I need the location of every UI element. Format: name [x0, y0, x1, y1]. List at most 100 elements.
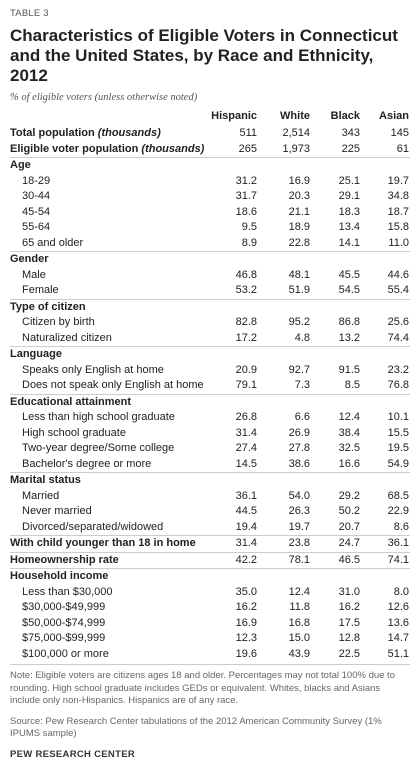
cell-black: 24.7	[338, 537, 360, 549]
table-row: Less than high school graduate 26.8 6.6 12.…	[10, 410, 410, 426]
cell-white: 1,973	[282, 142, 310, 155]
cell-white: 12.4	[288, 585, 310, 598]
row-label-text: Homeownership rate	[10, 553, 119, 566]
table-row: Female 53.2 51.9 54.5 55.4	[10, 283, 410, 299]
row-label-text: $100,000 or more	[22, 647, 109, 660]
cell-white: 27.8	[288, 442, 310, 454]
row-label: With child younger than 18 in home	[10, 536, 196, 552]
table-category-row: Type of citizen	[10, 298, 410, 316]
row-label: 30-44	[10, 189, 50, 205]
row-label-text: Less than $30,000	[22, 585, 113, 598]
row-label: 45-54	[10, 205, 50, 221]
row-label-text: 30-44	[22, 190, 51, 202]
cell-black: 91.5	[338, 363, 360, 376]
cell-hispanic: 9.5	[241, 221, 257, 233]
cell-hispanic: 31.2	[235, 174, 257, 187]
row-label: Household income	[10, 569, 108, 585]
cell-asian: 44.6	[387, 268, 409, 281]
brand-label: PEW RESEARCH CENTER	[10, 748, 135, 760]
row-label: Type of citizen	[10, 300, 86, 316]
cell-black: 14.1	[338, 236, 360, 249]
row-label: Divorced/separated/widowed	[10, 520, 163, 536]
cell-white: 26.3	[288, 505, 310, 517]
cell-black: 45.5	[338, 268, 360, 281]
cell-black: 12.8	[338, 632, 360, 644]
cell-white: 38.6	[288, 457, 310, 470]
table-note: Note: Eligible voters are citizens ages …	[10, 670, 395, 706]
cell-hispanic: 31.7	[235, 190, 257, 202]
cell-white: 54.0	[288, 489, 310, 502]
table-category-row: Homeownership rate 42.2 78.1 46.5 74.1	[10, 551, 410, 569]
row-label-text: Citizen by birth	[22, 316, 95, 328]
cell-black: 29.1	[338, 190, 360, 202]
cell-white: 78.1	[288, 553, 310, 566]
cell-asian: 15.5	[387, 426, 409, 439]
row-label: $75,000-$99,999	[10, 631, 105, 647]
cell-white: 92.7	[288, 363, 310, 376]
row-label: Citizen by birth	[10, 315, 95, 331]
cell-asian: 11.0	[388, 236, 409, 249]
row-label: Male	[10, 268, 46, 284]
row-label: $100,000 or more	[10, 647, 109, 663]
row-label: Age	[10, 158, 31, 174]
cell-white: 95.2	[288, 316, 310, 328]
cell-white: 43.9	[288, 647, 310, 660]
row-label-text: Speaks only English at home	[22, 363, 164, 376]
cell-black: 225	[341, 142, 360, 155]
table-subtitle: % of eligible voters (unless otherwise n…	[10, 92, 198, 103]
table-category-row: Marital status	[10, 472, 410, 489]
row-label-text: Gender	[10, 253, 49, 265]
row-label-text: Language	[10, 348, 62, 360]
table-row: Naturalized citizen 17.2 4.8 13.2 74.4	[10, 331, 410, 347]
row-label-text: $30,000-$49,999	[22, 601, 106, 613]
row-label-text: Age	[10, 159, 31, 171]
cell-asian: 55.4	[387, 284, 409, 296]
cell-asian: 23.2	[387, 363, 409, 376]
table-row: Divorced/separated/widowed 19.4 19.7 20.7 8.…	[10, 520, 410, 536]
cell-black: 20.7	[338, 520, 360, 533]
cell-white: 48.1	[288, 268, 310, 281]
cell-asian: 54.9	[387, 457, 409, 470]
row-label-text: 65 and older	[22, 236, 84, 249]
cell-hispanic: 18.6	[235, 205, 257, 218]
row-label: Less than $30,000	[10, 585, 113, 601]
table-row: 55-64 9.5 18.9 13.4 15.8	[10, 220, 410, 236]
table-row: Male 46.8 48.1 45.5 44.6	[10, 268, 410, 284]
row-label: Naturalized citizen	[10, 331, 112, 347]
table-row: $30,000-$49,999 16.2 11.8 16.2 12.6	[10, 600, 410, 616]
cell-hispanic: 46.8	[235, 268, 257, 281]
row-label-text: 45-54	[22, 205, 51, 218]
cell-hispanic: 42.2	[235, 553, 257, 566]
cell-white: 11.8	[289, 601, 310, 613]
table-row: Speaks only English at home 20.9 92.7 91.5 2…	[10, 363, 410, 379]
row-label: Never married	[10, 504, 92, 520]
cell-white: 21.1	[288, 205, 310, 218]
row-label: Total population (thousands)	[10, 126, 161, 142]
cell-black: 16.6	[338, 457, 360, 470]
cell-white: 16.8	[288, 616, 310, 629]
cell-hispanic: 36.1	[235, 489, 257, 502]
cell-black: 38.4	[338, 426, 360, 439]
row-label: Marital status	[10, 473, 81, 489]
row-label: Married	[10, 489, 59, 505]
cell-black: 13.2	[338, 331, 360, 344]
row-label-text: High school graduate	[22, 426, 126, 439]
table-category-row: Language	[10, 346, 410, 363]
cell-hispanic: 17.2	[235, 331, 257, 344]
table-row: Married 36.1 54.0 29.2 68.5	[10, 489, 410, 505]
cell-asian: 10.1	[387, 411, 409, 423]
cell-hispanic: 82.8	[235, 316, 257, 328]
cell-white: 51.9	[288, 284, 310, 296]
table-row: Never married 44.5 26.3 50.2 22.9	[10, 504, 410, 520]
cell-asian: 18.7	[387, 205, 409, 218]
cell-asian: 61	[396, 142, 409, 155]
row-label-text: Educational attainment	[10, 395, 132, 408]
cell-black: 17.5	[338, 616, 360, 629]
cell-black: 16.2	[338, 601, 360, 613]
table-category-row: Educational attainment	[10, 393, 410, 411]
table-category-row: Age	[10, 157, 410, 174]
cell-hispanic: 19.6	[235, 647, 257, 660]
cell-white: 19.7	[288, 520, 310, 533]
cell-white: 16.9	[288, 174, 310, 187]
cell-black: 54.5	[338, 284, 360, 296]
